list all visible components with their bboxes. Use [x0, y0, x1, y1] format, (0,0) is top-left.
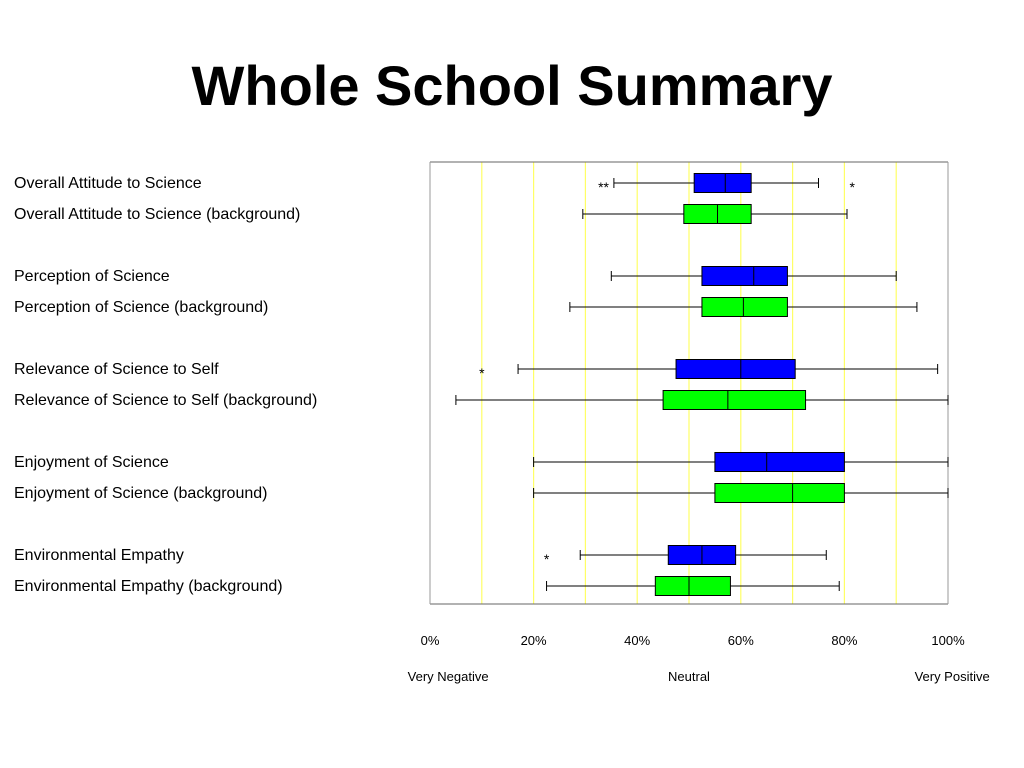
- box-row-3: [569, 297, 918, 317]
- box-row-8: *: [544, 545, 827, 567]
- outlier-8-0: *: [544, 551, 550, 567]
- scale-label-2: Very Positive: [915, 669, 990, 684]
- scale-labels: Very Negative Neutral Very Positive: [408, 669, 990, 684]
- box-row-4: *: [479, 359, 939, 381]
- page-title: Whole School Summary: [191, 54, 833, 117]
- scale-label-1: Neutral: [668, 669, 710, 684]
- box-row-5: [455, 390, 949, 410]
- iqr-box-4: [675, 359, 796, 379]
- row-label-8: Environmental Empathy: [14, 547, 184, 564]
- outlier-0-1: *: [849, 179, 855, 195]
- row-label-6: Enjoyment of Science: [14, 454, 169, 471]
- iqr-box-6: [714, 452, 845, 472]
- box-row-6: [533, 452, 949, 472]
- scale-label-0: Very Negative: [408, 669, 489, 684]
- iqr-box-0: [693, 173, 752, 193]
- box-row-1: [582, 204, 848, 224]
- iqr-box-2: [701, 266, 788, 286]
- x-tick-label-3: 60%: [728, 633, 754, 648]
- row-label-3: Perception of Science (background): [14, 299, 268, 316]
- row-label-9: Environmental Empathy (background): [14, 578, 283, 595]
- box-row-9: [546, 576, 840, 596]
- plot-frame: [429, 161, 949, 605]
- row-label-5: Relevance of Science to Self (background…: [14, 392, 317, 409]
- row-labels: Overall Attitude to Science Overall Attit…: [14, 175, 317, 595]
- iqr-box-3: [701, 297, 788, 317]
- row-label-4: Relevance of Science to Self: [14, 361, 219, 378]
- box-row-7: [533, 483, 949, 503]
- x-tick-label-4: 80%: [831, 633, 857, 648]
- box-row-0: ** *: [598, 173, 855, 195]
- row-label-0: Overall Attitude to Science: [14, 175, 202, 192]
- outlier-0-0: **: [598, 179, 609, 195]
- outlier-4-0: *: [479, 365, 485, 381]
- row-label-2: Perception of Science: [14, 268, 170, 285]
- boxes: ** ***: [455, 173, 949, 596]
- x-axis-ticks: 0% 20% 40% 60% 80% 100%: [421, 633, 965, 648]
- row-label-1: Overall Attitude to Science (background): [14, 206, 300, 223]
- x-tick-label-1: 20%: [521, 633, 547, 648]
- x-tick-label-5: 100%: [931, 633, 965, 648]
- iqr-box-7: [714, 483, 845, 503]
- box-row-2: [610, 266, 897, 286]
- row-label-7: Enjoyment of Science (background): [14, 485, 267, 502]
- gridlines: [481, 162, 897, 604]
- x-tick-label-0: 0%: [421, 633, 440, 648]
- iqr-box-5: [662, 390, 807, 410]
- iqr-box-9: [654, 576, 731, 596]
- x-tick-label-2: 40%: [624, 633, 650, 648]
